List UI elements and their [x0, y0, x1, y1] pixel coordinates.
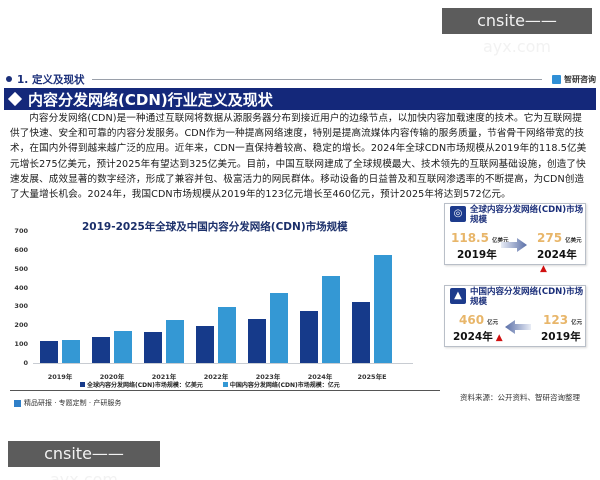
value-2019: 118.5 亿美元 — [451, 231, 509, 245]
bar-china — [270, 293, 288, 363]
y-tick: 200 — [14, 321, 28, 330]
bar-global — [196, 325, 214, 363]
brand-logo: 智研咨询 — [552, 74, 596, 85]
x-axis — [33, 363, 413, 364]
legend-swatch-global — [80, 382, 85, 387]
arrow-right-icon — [501, 238, 527, 252]
up-arrow-icon: ▲ — [540, 264, 547, 274]
diamond-icon — [7, 91, 23, 107]
chart-legend: 全球内容分发网络(CDN)市场规模：亿美元 中国内容分发网络(CDN)市场规模：… — [80, 380, 340, 389]
bar-china — [114, 331, 132, 363]
y-tick: 100 — [14, 340, 28, 349]
section-header: 1. 定义及现状 智研咨询 — [6, 72, 596, 86]
divider — [92, 78, 542, 80]
globe-icon: ◎ — [450, 206, 466, 222]
x-tick: 2023年 — [255, 373, 281, 381]
year-label: 2024年▲ — [537, 249, 577, 274]
y-tick: 300 — [14, 302, 28, 311]
bar-china — [218, 306, 236, 363]
y-tick: 0 — [23, 359, 28, 367]
bar-global — [40, 340, 58, 363]
bar-china — [166, 319, 184, 363]
bar-global — [352, 301, 370, 363]
arrow-left-icon — [505, 320, 531, 334]
card-title: 全球内容分发网络(CDN)市场规模 — [470, 205, 584, 225]
intro-paragraph: 内容分发网络(CDN)是一种通过互联网将数据从源服务器分布到接近用户的边缘节点，… — [10, 113, 587, 201]
year-label: 2024年▲ — [453, 331, 503, 343]
bar-chart: 0 100 200 300 400 500 600 700 2019年 2020年 2021年 202… — [0, 225, 430, 385]
brand-icon — [14, 399, 21, 407]
bar-china — [62, 339, 80, 363]
year-label: 2019年 — [541, 331, 581, 343]
china-market-card: ▲ 中国内容分发网络(CDN)市场规模 460 亿元 2024年 ▲ 123 亿元 2… — [444, 285, 586, 347]
x-tick: 2021年 — [151, 373, 177, 381]
bar-global — [92, 337, 110, 363]
bar-global — [300, 311, 318, 363]
brand-name: 智研咨询 — [564, 74, 596, 84]
divider — [10, 390, 440, 391]
legend-global: 全球内容分发网络(CDN)市场规模：亿美元 — [80, 380, 203, 389]
value-2024: 460 亿元 — [459, 313, 499, 327]
x-tick: 2019年 — [47, 373, 73, 381]
page-title: 内容分发网络(CDN)行业定义及现状 — [28, 90, 273, 109]
y-tick: 600 — [14, 245, 28, 254]
bar-global — [144, 331, 162, 363]
value-2019: 123 亿元 — [543, 313, 583, 327]
source-note: 资料来源：公开资料、智研咨询整理 — [460, 393, 580, 402]
global-market-card: ◎ 全球内容分发网络(CDN)市场规模 118.5 亿美元 2019年 275 亿美… — [444, 203, 586, 274]
watermark-top: cnsite——ayx.com — [442, 8, 592, 56]
footer-tagline: 精品研报 · 专题定制 · 产研服务 — [14, 398, 121, 408]
chart-title: 2019-2025年全球及中国内容分发网络(CDN)市场规模 — [82, 221, 348, 233]
x-tick: 2025年E — [357, 373, 387, 381]
bar-global — [248, 319, 266, 363]
legend-swatch-china — [222, 382, 228, 387]
y-tick: 700 — [14, 227, 28, 235]
value-2024: 275 亿美元 — [537, 231, 582, 245]
x-tick: 2024年 — [307, 373, 333, 381]
y-tick: 400 — [14, 283, 28, 292]
x-tick: 2020年 — [99, 373, 125, 381]
title-banner: 内容分发网络(CDN)行业定义及现状 — [4, 88, 596, 110]
watermark-bottom: cnsite——ayx.com — [8, 441, 160, 480]
card-title: 中国内容分发网络(CDN)市场规模 — [470, 287, 584, 307]
brand-icon — [552, 74, 561, 84]
year-label: 2019年 — [457, 249, 497, 261]
legend-china: 中国内容分发网络(CDN)市场规模：亿元 — [222, 380, 340, 389]
section-title: 1. 定义及现状 — [17, 73, 85, 86]
x-tick: 2022年 — [203, 373, 229, 381]
chart-icon: ▲ — [450, 288, 466, 304]
bullet-icon — [6, 76, 12, 82]
bar-china — [322, 276, 340, 363]
y-tick: 500 — [14, 264, 28, 273]
up-arrow-icon: ▲ — [495, 333, 503, 343]
bar-china — [374, 255, 392, 363]
